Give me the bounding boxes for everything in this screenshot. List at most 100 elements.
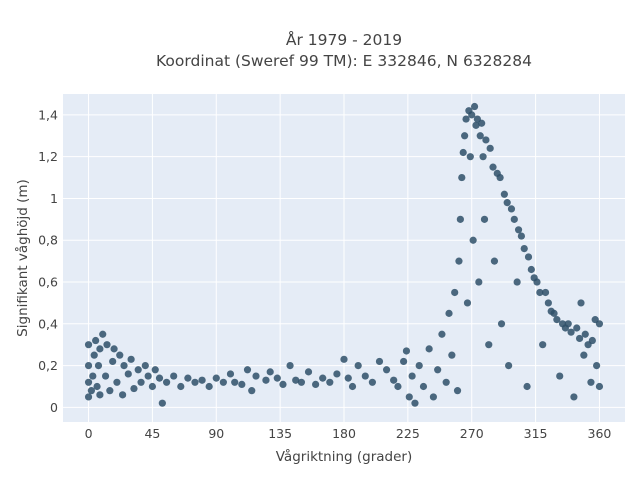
data-point [368, 378, 376, 386]
data-point [500, 190, 508, 198]
data-point [127, 355, 135, 363]
x-tick-label: 90 [208, 426, 224, 441]
data-point [198, 376, 206, 384]
data-point [333, 370, 341, 378]
data-point [262, 376, 270, 384]
data-point [163, 378, 171, 386]
data-point [479, 153, 487, 161]
data-point [99, 330, 107, 338]
data-point [453, 387, 462, 395]
data-point [266, 368, 274, 376]
data-point [468, 111, 476, 119]
data-point [485, 341, 493, 349]
data-point [348, 382, 357, 391]
data-point [539, 341, 547, 349]
data-point [158, 399, 166, 407]
data-point [550, 309, 558, 317]
data-point [252, 372, 260, 380]
data-point [130, 384, 138, 393]
data-point [212, 374, 220, 382]
data-point [507, 205, 516, 213]
data-point [177, 382, 185, 391]
data-point [326, 378, 334, 386]
data-point [544, 299, 552, 307]
x-tick-label: 180 [332, 426, 356, 441]
data-point [231, 378, 239, 386]
x-tick-label: 225 [396, 426, 420, 441]
data-point [438, 330, 446, 338]
y-tick-label: 0,2 [38, 358, 58, 373]
data-point [312, 380, 320, 388]
data-point [137, 378, 145, 386]
y-tick-label: 1,4 [38, 107, 58, 122]
data-point [408, 372, 416, 380]
data-point [456, 215, 464, 223]
data-point [124, 370, 132, 378]
data-point [419, 382, 428, 391]
data-point [84, 341, 93, 349]
data-point [402, 347, 411, 355]
x-tick-label: 135 [268, 426, 292, 441]
data-point [497, 320, 506, 328]
data-point [564, 320, 572, 328]
data-point [510, 215, 518, 223]
data-point [141, 361, 149, 370]
data-point [520, 244, 528, 253]
data-point [148, 382, 157, 391]
data-point [514, 226, 523, 234]
data-point [496, 173, 504, 182]
data-point [517, 232, 525, 240]
data-point [151, 366, 159, 374]
data-point [219, 378, 227, 386]
data-point [567, 328, 575, 336]
data-point [92, 336, 100, 345]
data-point [411, 399, 419, 407]
data-point [361, 372, 369, 380]
data-point [570, 393, 578, 401]
data-point [505, 361, 513, 370]
data-point [319, 374, 327, 382]
data-point [461, 132, 469, 140]
data-point [89, 372, 97, 380]
data-point [390, 376, 398, 384]
data-point [455, 257, 463, 265]
data-point [238, 380, 246, 388]
data-point [106, 387, 114, 395]
data-point [463, 299, 472, 307]
data-point [503, 199, 511, 207]
data-point [429, 393, 438, 401]
data-point [84, 361, 93, 370]
data-point [119, 391, 127, 399]
data-point [466, 153, 474, 161]
data-point [595, 382, 604, 391]
data-point [575, 334, 584, 343]
data-point [536, 288, 544, 297]
data-point [84, 393, 93, 401]
data-point [475, 278, 483, 286]
data-point [490, 257, 499, 265]
data-point [448, 351, 456, 359]
y-tick-label: 1 [50, 191, 58, 206]
y-tick-label: 0 [50, 400, 58, 415]
data-point [286, 361, 294, 370]
data-point [588, 336, 596, 345]
x-tick-label: 315 [524, 426, 548, 441]
data-point [580, 351, 588, 359]
data-point [96, 345, 104, 353]
x-tick-label: 45 [144, 426, 160, 441]
data-point [144, 372, 152, 380]
data-point [533, 278, 541, 286]
chart-subtitle: Koordinat (Sweref 99 TM): E 332846, N 63… [156, 52, 532, 70]
data-point [442, 378, 450, 386]
data-point [573, 324, 581, 332]
tick-labels: 0 45 90 135 180 225 270 315 360 0 0,2 0,4 0,6 0,8 1 1,2… [38, 107, 611, 441]
data-points [84, 102, 604, 407]
data-point [87, 387, 95, 395]
data-point [458, 173, 466, 182]
data-point [84, 378, 93, 386]
data-point [480, 215, 489, 223]
data-point [470, 102, 479, 111]
data-point [273, 374, 281, 382]
data-point [304, 368, 313, 376]
